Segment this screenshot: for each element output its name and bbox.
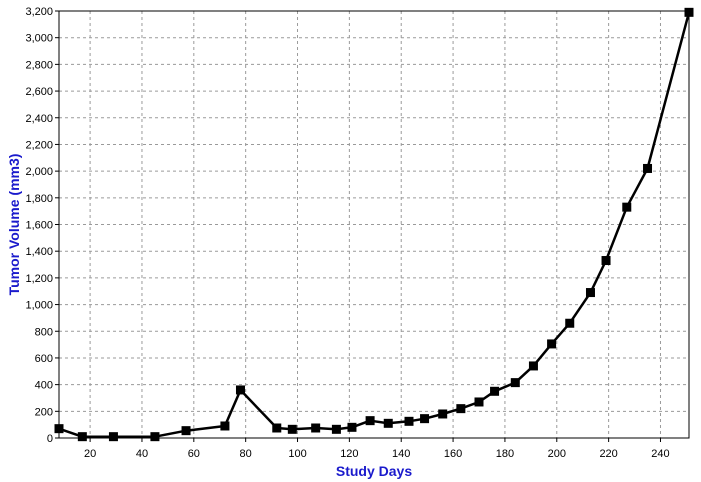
- x-axis-ticks: 20 40 60 80 100 120 140 160 180 200 220 240: [84, 438, 670, 460]
- data-point-marker: [585, 288, 595, 298]
- y-axis-ticks: 0 200 400 600 800 1,000 1,200 1,400 1,600 1,800 2,…: [25, 6, 59, 445]
- y-tick-label: 2,000: [25, 166, 53, 178]
- y-tick-label: 2,600: [25, 86, 53, 98]
- y-tick-label: 800: [35, 326, 53, 338]
- y-tick-label: 1,000: [25, 300, 53, 312]
- data-point-marker: [347, 422, 357, 432]
- data-point-marker: [643, 163, 653, 173]
- x-tick-label: 80: [240, 448, 252, 460]
- data-point-marker: [565, 318, 575, 328]
- data-point-marker: [684, 7, 694, 17]
- data-series: [54, 7, 694, 442]
- data-point-marker: [150, 432, 160, 442]
- data-point-marker: [547, 339, 557, 349]
- data-point-marker: [331, 424, 341, 434]
- data-point-marker: [490, 386, 500, 396]
- data-point-marker: [456, 404, 466, 414]
- x-tick-label: 240: [651, 448, 669, 460]
- data-point-marker: [54, 424, 64, 434]
- data-point-marker: [438, 409, 448, 419]
- data-point-marker: [601, 256, 611, 266]
- data-point-marker: [383, 418, 393, 428]
- data-point-marker: [235, 385, 245, 395]
- grid-lines: [59, 10, 689, 438]
- x-tick-label: 200: [548, 448, 566, 460]
- y-tick-label: 0: [47, 433, 53, 445]
- data-point-marker: [108, 432, 118, 442]
- y-tick-label: 2,200: [25, 139, 53, 151]
- x-tick-label: 120: [340, 448, 358, 460]
- data-point-marker: [510, 378, 520, 388]
- x-tick-label: 160: [444, 448, 462, 460]
- y-tick-label: 400: [35, 380, 53, 392]
- x-tick-label: 20: [84, 448, 96, 460]
- data-point-marker: [404, 416, 414, 426]
- y-tick-label: 1,200: [25, 273, 53, 285]
- data-point-marker: [420, 414, 430, 424]
- data-point-marker: [528, 361, 538, 371]
- data-point-marker: [272, 423, 282, 433]
- x-tick-label: 100: [288, 448, 306, 460]
- data-point-marker: [77, 432, 87, 442]
- y-tick-label: 2,400: [25, 113, 53, 125]
- x-tick-label: 60: [188, 448, 200, 460]
- y-tick-label: 600: [35, 353, 53, 365]
- y-tick-label: 1,600: [25, 220, 53, 232]
- data-point-marker: [220, 421, 230, 431]
- y-tick-label: 3,200: [25, 6, 53, 18]
- y-tick-label: 2,800: [25, 59, 53, 71]
- y-tick-label: 1,400: [25, 246, 53, 258]
- data-point-marker: [311, 423, 321, 433]
- data-point-marker: [181, 426, 191, 436]
- y-tick-label: 200: [35, 406, 53, 418]
- data-point-marker: [365, 416, 375, 426]
- data-point-marker: [287, 424, 297, 434]
- x-tick-label: 220: [599, 448, 617, 460]
- x-axis-title: Study Days: [336, 463, 412, 479]
- y-axis-title: Tumor Volume (mm3): [6, 154, 22, 296]
- y-tick-label: 3,000: [25, 33, 53, 45]
- data-point-marker: [622, 202, 632, 212]
- y-tick-label: 1,800: [25, 193, 53, 205]
- x-tick-label: 40: [136, 448, 148, 460]
- x-tick-label: 140: [392, 448, 410, 460]
- plot-area-frame: [58, 10, 690, 439]
- x-tick-label: 180: [496, 448, 514, 460]
- data-point-marker: [474, 397, 484, 407]
